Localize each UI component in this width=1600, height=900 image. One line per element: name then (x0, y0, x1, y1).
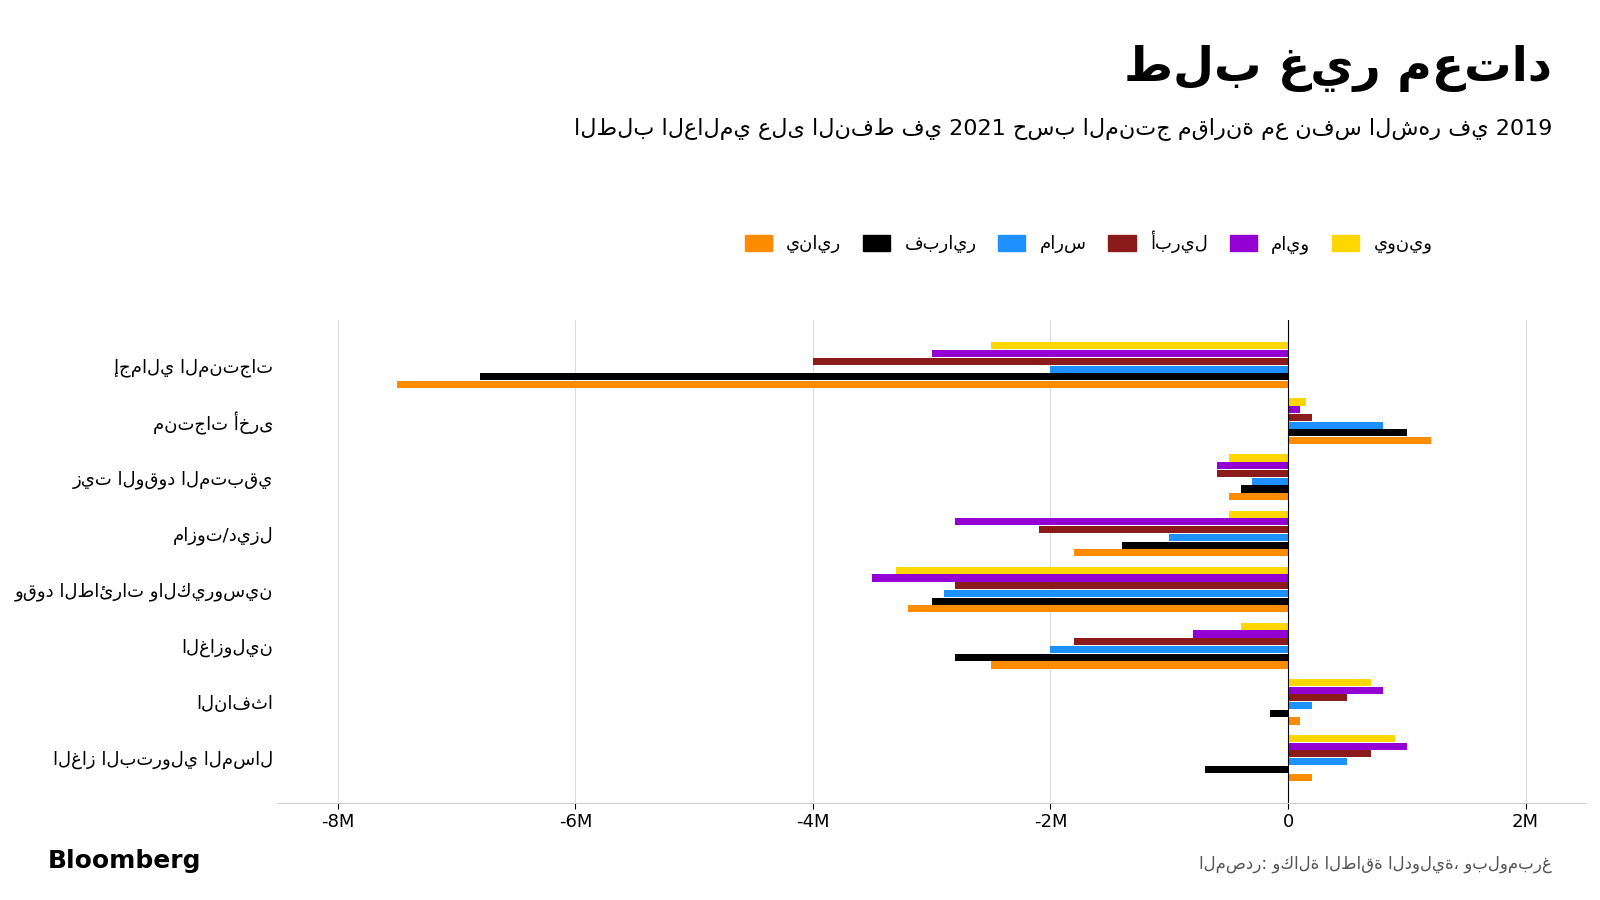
Bar (896, 567, 1288, 574)
Bar (955, 653, 1288, 661)
Bar (1170, 534, 1288, 541)
Bar (1288, 774, 1312, 780)
Bar (1051, 365, 1288, 373)
Text: Bloomberg: Bloomberg (48, 849, 202, 873)
Bar (1288, 679, 1371, 686)
Bar (1288, 437, 1430, 445)
Bar (990, 342, 1288, 349)
Bar (1288, 751, 1371, 758)
Bar (1229, 454, 1288, 462)
Bar (1288, 694, 1347, 701)
Bar (1051, 646, 1288, 653)
Legend: يناير, فبراير, مارس, أبريل, مايو, يونيو: يناير, فبراير, مارس, أبريل, مايو, يونيو (738, 223, 1440, 261)
Bar (1216, 470, 1288, 477)
Bar (397, 381, 1288, 388)
Text: الطلب العالمي على النفط في 2021 حسب المنتج مقارنة مع نفس الشهر في 2019: الطلب العالمي على النفط في 2021 حسب المن… (574, 117, 1552, 140)
Bar (1038, 526, 1288, 533)
Bar (931, 598, 1288, 605)
Bar (955, 582, 1288, 590)
Bar (1288, 406, 1299, 413)
Bar (1288, 702, 1312, 709)
Text: طلب غير معتاد: طلب غير معتاد (1123, 45, 1552, 92)
Bar (1288, 414, 1312, 421)
Bar (872, 574, 1288, 581)
Text: المصدر: وكالة الطاقة الدولية، وبلومبرغ: المصدر: وكالة الطاقة الدولية، وبلومبرغ (1198, 855, 1552, 873)
Bar (1288, 758, 1347, 765)
Bar (931, 350, 1288, 357)
Bar (1122, 542, 1288, 549)
Bar (1240, 485, 1288, 492)
Bar (1270, 710, 1288, 717)
Bar (1288, 687, 1382, 694)
Bar (1229, 510, 1288, 518)
Bar (1240, 623, 1288, 630)
Bar (907, 606, 1288, 612)
Bar (1288, 399, 1306, 406)
Bar (813, 358, 1288, 365)
Bar (1288, 742, 1406, 750)
Bar (944, 590, 1288, 597)
Bar (480, 374, 1288, 381)
Bar (1074, 549, 1288, 556)
Bar (1216, 463, 1288, 470)
Bar (1288, 735, 1395, 742)
Bar (1194, 631, 1288, 637)
Bar (990, 662, 1288, 669)
Bar (1288, 421, 1382, 428)
Bar (1229, 493, 1288, 500)
Bar (1205, 766, 1288, 773)
Bar (1288, 717, 1299, 725)
Bar (1074, 638, 1288, 645)
Bar (1253, 478, 1288, 485)
Bar (955, 518, 1288, 526)
Bar (1288, 429, 1406, 436)
